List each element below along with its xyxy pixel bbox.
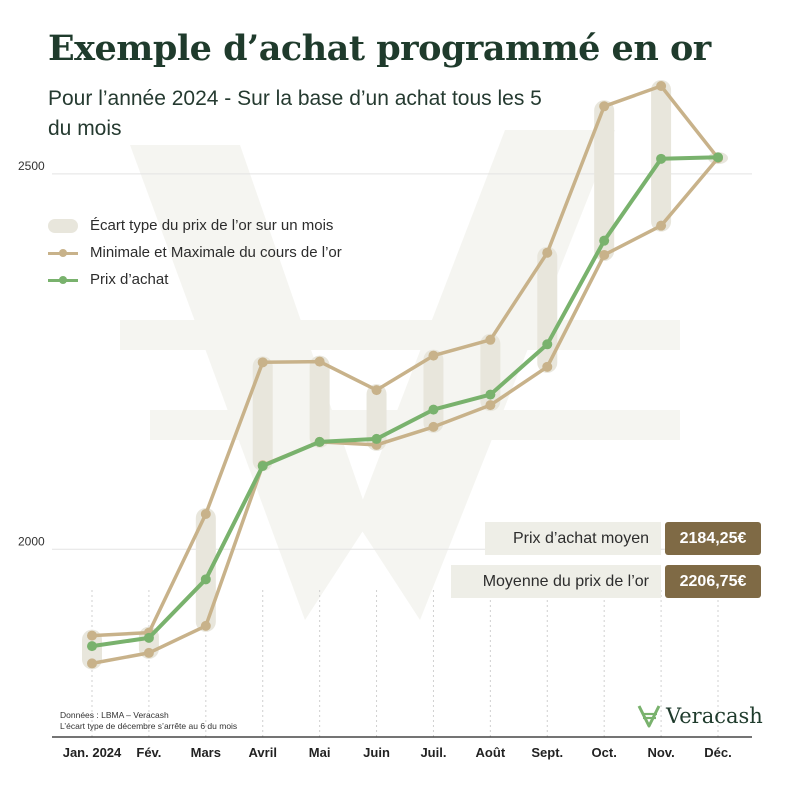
x-tick-label: Sept.	[531, 745, 563, 760]
max-series-point	[257, 357, 268, 368]
x-tick-label: Mars	[191, 745, 221, 760]
x-tick-label: Déc.	[704, 745, 731, 760]
min-series-point	[87, 658, 97, 669]
achat-series-point	[143, 632, 154, 643]
x-tick-label: Oct.	[592, 745, 617, 760]
x-tick-label: Mai	[309, 745, 331, 760]
achat-series-point	[87, 641, 97, 652]
veracash-logo: Veracash	[636, 703, 763, 729]
min-series-point	[485, 400, 496, 411]
min-series-point	[542, 361, 553, 372]
max-series-point	[314, 356, 325, 367]
legend-label-achat: Prix d’achat	[90, 271, 169, 288]
achat-series-point	[485, 389, 496, 400]
x-tick-label: Nov.	[647, 745, 674, 760]
std-band	[195, 507, 216, 632]
stat-avg-gold-value: 2206,75€	[665, 565, 761, 598]
min-series-line	[90, 156, 720, 666]
max-series-point	[485, 334, 496, 345]
std-band	[309, 355, 330, 448]
max-series-point	[371, 385, 382, 396]
x-tick-label: Avril	[249, 745, 277, 760]
source-note: Données : LBMA – Veracash L’écart type d…	[60, 710, 237, 732]
max-series-point	[428, 350, 439, 361]
max-series-point	[200, 508, 211, 519]
legend-label-band: Écart type du prix de l’or sur un mois	[90, 217, 334, 234]
achat-series-point	[200, 574, 211, 585]
achat-series-point	[257, 460, 268, 471]
stat-avg-purchase: Prix d’achat moyen 2184,25€	[485, 522, 761, 555]
x-tick-label: Juin	[363, 745, 390, 760]
std-band	[537, 246, 558, 373]
achat-series-point	[314, 436, 325, 447]
source-text: Données : LBMA – Veracash	[60, 710, 169, 720]
max-series-line	[90, 84, 720, 638]
achat-series-point	[542, 339, 553, 350]
legend-swatch-achat	[48, 273, 78, 287]
min-series-point	[656, 220, 667, 231]
achat-series-point	[371, 433, 382, 444]
achat-series-point	[656, 153, 667, 164]
y-tick-label: 2000	[18, 534, 45, 548]
max-series-point	[87, 630, 97, 641]
legend-label-minmax: Minimale et Maximale du cours de l’or	[90, 244, 342, 261]
achat-series-point	[713, 152, 723, 163]
min-series-point	[143, 647, 154, 658]
legend-item-band: Écart type du prix de l’or sur un mois	[48, 212, 342, 239]
legend-item-minmax: Minimale et Maximale du cours de l’or	[48, 239, 342, 266]
chart-subtitle: Pour l’année 2024 - Sur la base d’un ach…	[48, 87, 542, 140]
legend-swatch-band	[48, 218, 78, 233]
stat-avg-purchase-value: 2184,25€	[665, 522, 761, 555]
max-series-point	[599, 101, 610, 112]
legend-swatch-minmax	[48, 246, 78, 260]
stat-avg-gold-label: Moyenne du prix de l’or	[451, 565, 661, 598]
achat-series-point	[599, 235, 610, 246]
min-series-point	[428, 421, 439, 432]
max-series-point	[542, 247, 553, 258]
std-band	[252, 356, 273, 472]
y-tick-label: 2500	[18, 159, 45, 173]
source-footnote: L’écart type de décembre s’arrête au 6 d…	[60, 721, 238, 731]
veracash-logo-icon	[637, 705, 661, 728]
min-series-point	[599, 249, 610, 260]
chart-title: Exemple d’achat programmé en or	[48, 28, 711, 69]
std-band	[594, 100, 615, 261]
veracash-logo-text: Veracash	[666, 704, 763, 728]
x-tick-label: Août	[476, 745, 506, 760]
legend-item-achat: Prix d’achat	[48, 266, 342, 293]
x-tick-label: Jan. 2024	[63, 745, 122, 760]
std-band	[423, 349, 444, 433]
min-series-point	[200, 620, 211, 631]
max-series-point	[656, 81, 667, 92]
stat-avg-gold: Moyenne du prix de l’or 2206,75€	[451, 565, 761, 598]
achat-series-line	[90, 155, 720, 649]
legend: Écart type du prix de l’or sur un mois M…	[48, 212, 342, 293]
stat-avg-purchase-label: Prix d’achat moyen	[485, 522, 661, 555]
x-tick-label: Fév.	[136, 745, 161, 760]
achat-series-point	[428, 404, 439, 415]
x-tick-label: Juil.	[420, 745, 446, 760]
